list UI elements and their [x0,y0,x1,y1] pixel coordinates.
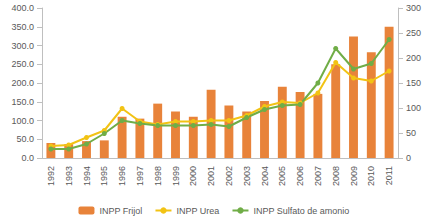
svg-text:300.0: 300.0 [11,41,34,51]
svg-text:50.0: 50.0 [16,134,34,144]
svg-text:250.0: 250.0 [11,59,34,69]
svg-text:1996: 1996 [117,166,127,186]
svg-text:1997: 1997 [135,166,145,186]
svg-text:2009: 2009 [349,166,359,186]
svg-text:2010: 2010 [366,166,376,186]
svg-text:2008: 2008 [331,166,341,186]
svg-text:0.0: 0.0 [21,153,34,163]
svg-text:100.0: 100.0 [11,116,34,126]
svg-text:350.0: 350.0 [11,22,34,32]
svg-text:250: 250 [406,28,421,38]
svg-text:50: 50 [406,128,416,138]
svg-text:2004: 2004 [260,166,270,186]
svg-text:INPP Frijol: INPP Frijol [99,206,142,216]
svg-text:2011: 2011 [384,166,394,185]
svg-text:1998: 1998 [153,166,163,186]
svg-text:2005: 2005 [277,166,287,186]
svg-text:300: 300 [406,3,421,13]
svg-text:INPP Urea: INPP Urea [176,206,219,216]
svg-text:1995: 1995 [99,166,109,186]
svg-text:400.0: 400.0 [11,3,34,13]
svg-text:1994: 1994 [82,166,92,186]
svg-text:200: 200 [406,53,421,63]
svg-text:2002: 2002 [224,166,234,186]
svg-text:1999: 1999 [171,166,181,186]
svg-text:2006: 2006 [295,166,305,186]
svg-text:INPP Sulfato de amonio: INPP Sulfato de amonio [253,206,349,216]
svg-text:1992: 1992 [46,166,56,186]
svg-text:2000: 2000 [188,166,198,186]
svg-text:100: 100 [406,103,421,113]
svg-text:200.0: 200.0 [11,78,34,88]
svg-text:2003: 2003 [242,166,252,186]
svg-text:0: 0 [406,153,411,163]
svg-text:1993: 1993 [64,166,74,186]
svg-text:150: 150 [406,78,421,88]
svg-text:2007: 2007 [313,166,323,186]
svg-text:2001: 2001 [206,166,216,186]
svg-text:150.0: 150.0 [11,97,34,107]
